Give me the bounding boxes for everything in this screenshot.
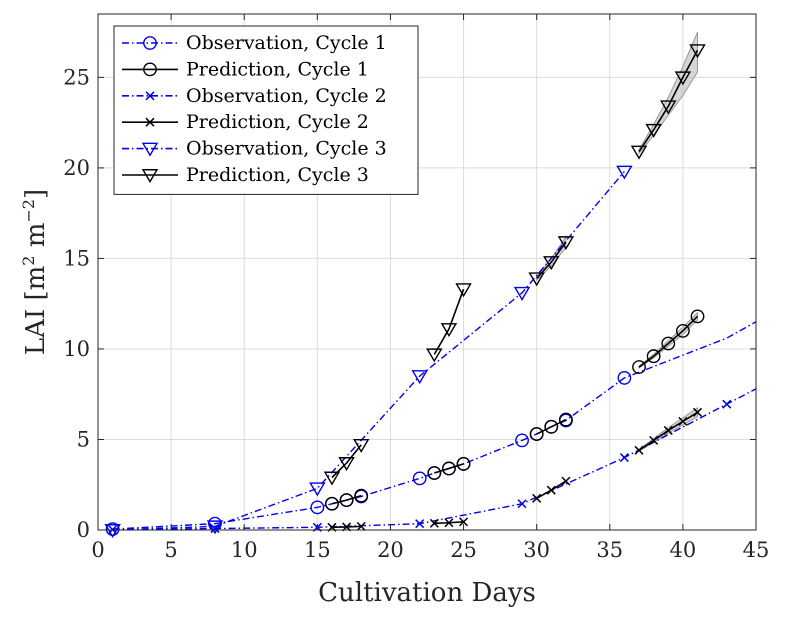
y-axis-label: LAI [m2 m−2] xyxy=(19,189,51,355)
prediction-cycle-3-point xyxy=(455,283,472,298)
prediction-cycle-1-point xyxy=(325,496,339,511)
y-tick-label: 15 xyxy=(63,246,90,270)
prediction-cycle-3-point xyxy=(660,100,677,115)
y-tick-label: 5 xyxy=(77,427,90,451)
prediction-cycle-3-point xyxy=(440,323,458,338)
x-tick-label: 35 xyxy=(596,538,623,562)
legend-entry-label: Observation, Cycle 3 xyxy=(186,138,387,160)
observation-cycle-1-point xyxy=(515,433,529,448)
uncertainty-band xyxy=(638,31,699,155)
prediction-cycle-1-point xyxy=(690,309,705,324)
prediction-cycle-1-point xyxy=(456,457,471,471)
prediction-cycle-2-point xyxy=(634,445,644,455)
legend-entry-label: Prediction, Cycle 3 xyxy=(186,164,369,186)
prediction-cycle-3-point xyxy=(645,123,662,138)
legend-entry-label: Prediction, Cycle 1 xyxy=(186,58,369,80)
prediction-cycle-2-point xyxy=(561,476,571,486)
prediction-cycle-2-point xyxy=(532,493,542,503)
y-tick-label: 20 xyxy=(63,156,90,180)
legend-entry-label: Observation, Cycle 2 xyxy=(186,85,387,107)
prediction-cycle-2-point xyxy=(546,485,556,495)
observation-cycle-1-line xyxy=(112,321,757,530)
prediction-cycle-1-point xyxy=(442,461,456,476)
x-axis-ticks: 0 5 10 15 20 25 30 35 40 45 xyxy=(91,14,769,562)
prediction-cycle-1-line xyxy=(331,494,362,505)
prediction-cycle-3-point xyxy=(426,348,443,363)
y-tick-label: 25 xyxy=(63,65,90,89)
observation-cycle-1-point xyxy=(412,471,427,486)
prediction-cycle-1-point xyxy=(427,466,442,480)
prediction-cycle-2-point xyxy=(429,518,439,528)
observation-cycle-3-point xyxy=(206,520,224,535)
legend-swatch-marker xyxy=(141,169,159,184)
prediction-cycle-2-point xyxy=(459,517,469,527)
prediction-cycle-1-point xyxy=(661,336,676,351)
x-tick-label: 0 xyxy=(91,538,104,562)
prediction-cycle-3-point xyxy=(352,438,370,453)
prediction-cycle-1-line xyxy=(536,418,567,435)
prediction-cycle-2-point xyxy=(444,518,454,528)
observation-cycle-2-point xyxy=(619,453,629,463)
prediction-cycle-1-point xyxy=(544,419,559,434)
prediction-cycle-1-point xyxy=(529,427,544,441)
legend-swatch-marker xyxy=(145,91,155,101)
prediction-cycle-2-point xyxy=(663,425,673,435)
observation-cycle-1-point xyxy=(617,371,632,385)
x-axis-label: Cultivation Days xyxy=(318,578,536,608)
observation-cycle-1-point xyxy=(310,500,325,515)
legend-entry-label: Prediction, Cycle 2 xyxy=(186,111,369,133)
prediction-cycle-2-point xyxy=(649,435,659,445)
legend-swatch-marker xyxy=(145,117,155,127)
y-tick-label: 10 xyxy=(63,337,90,361)
prediction-cycle-2-point xyxy=(692,407,703,417)
series-group xyxy=(104,44,757,539)
x-tick-label: 30 xyxy=(523,538,550,562)
legend-swatch-marker xyxy=(143,36,157,50)
x-tick-label: 10 xyxy=(231,538,258,562)
legend-box xyxy=(113,25,419,195)
observation-cycle-3-point xyxy=(616,165,633,180)
prediction-cycle-2-point xyxy=(356,521,366,531)
prediction-cycle-3-point xyxy=(557,236,575,251)
observation-cycle-3-point xyxy=(513,286,531,301)
prediction-cycle-3-point xyxy=(528,272,545,287)
x-tick-label: 15 xyxy=(304,538,331,562)
prediction-cycle-2-point xyxy=(678,416,688,426)
prediction-cycle-3-point xyxy=(689,44,706,59)
x-tick-label: 40 xyxy=(670,538,697,562)
prediction-cycle-3-point xyxy=(338,457,355,472)
legend: Observation, Cycle 1 Prediction, Cycle 1 O… xyxy=(113,25,419,195)
observation-cycle-2-point xyxy=(722,399,732,409)
legend-entry-label: Observation, Cycle 1 xyxy=(186,32,387,54)
legend-swatch-marker xyxy=(141,142,159,157)
observation-cycle-3-point xyxy=(104,524,121,539)
x-tick-label: 25 xyxy=(450,538,477,562)
prediction-cycle-3-point xyxy=(674,71,692,86)
observation-cycle-2-point xyxy=(517,499,527,509)
prediction-cycle-1-point xyxy=(354,488,369,503)
prediction-cycle-3-point xyxy=(323,471,341,486)
x-tick-label: 20 xyxy=(377,538,404,562)
prediction-cycle-3-line xyxy=(638,49,699,153)
prediction-cycle-1-point xyxy=(559,412,573,427)
plot-frame xyxy=(97,13,757,531)
prediction-cycle-3-point xyxy=(630,145,648,160)
observation-cycle-3-point xyxy=(309,482,326,497)
prediction-cycle-1-point xyxy=(675,323,690,338)
observation-cycle-2-point xyxy=(415,519,425,529)
x-tick-label: 5 xyxy=(164,538,177,562)
prediction-cycle-1-point xyxy=(632,360,646,374)
observation-cycle-2-line xyxy=(112,388,757,531)
prediction-cycle-3-point xyxy=(543,256,560,271)
prediction-cycle-3-line xyxy=(433,288,465,355)
x-tick-label: 45 xyxy=(743,538,770,562)
prediction-cycle-1-line xyxy=(434,463,464,474)
observation-cycle-3-point xyxy=(411,370,428,385)
prediction-cycle-1-point xyxy=(646,349,661,364)
y-tick-label: 0 xyxy=(77,518,90,542)
y-axis-ticks: 0 5 10 15 20 25 xyxy=(63,65,756,542)
prediction-cycle-1-point xyxy=(339,493,354,508)
legend-swatch-marker xyxy=(143,62,157,77)
